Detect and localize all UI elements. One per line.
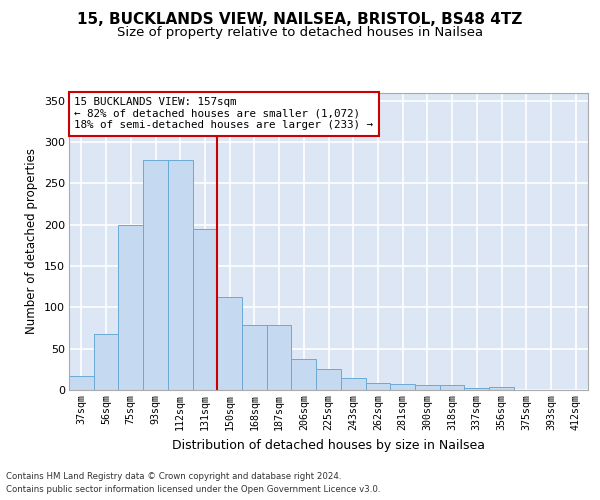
Bar: [94, 334, 118, 390]
Bar: [217, 296, 242, 390]
Text: 15 BUCKLANDS VIEW: 157sqm
← 82% of detached houses are smaller (1,072)
18% of se: 15 BUCKLANDS VIEW: 157sqm ← 82% of detac…: [74, 97, 373, 130]
Bar: [464, 388, 489, 390]
Text: 15, BUCKLANDS VIEW, NAILSEA, BRISTOL, BS48 4TZ: 15, BUCKLANDS VIEW, NAILSEA, BRISTOL, BS…: [77, 12, 523, 28]
Bar: [489, 386, 514, 390]
Bar: [242, 324, 267, 390]
Bar: [292, 358, 316, 390]
Bar: [143, 160, 168, 390]
Bar: [168, 160, 193, 390]
Bar: [316, 370, 341, 390]
Bar: [415, 385, 440, 390]
Bar: [118, 224, 143, 390]
Text: Contains HM Land Registry data © Crown copyright and database right 2024.: Contains HM Land Registry data © Crown c…: [6, 472, 341, 481]
Bar: [193, 229, 217, 390]
Text: Size of property relative to detached houses in Nailsea: Size of property relative to detached ho…: [117, 26, 483, 39]
Bar: [365, 382, 390, 390]
Bar: [440, 385, 464, 390]
Bar: [341, 378, 365, 390]
X-axis label: Distribution of detached houses by size in Nailsea: Distribution of detached houses by size …: [172, 438, 485, 452]
Y-axis label: Number of detached properties: Number of detached properties: [25, 148, 38, 334]
Bar: [267, 324, 292, 390]
Text: Contains public sector information licensed under the Open Government Licence v3: Contains public sector information licen…: [6, 485, 380, 494]
Bar: [390, 384, 415, 390]
Bar: [69, 376, 94, 390]
